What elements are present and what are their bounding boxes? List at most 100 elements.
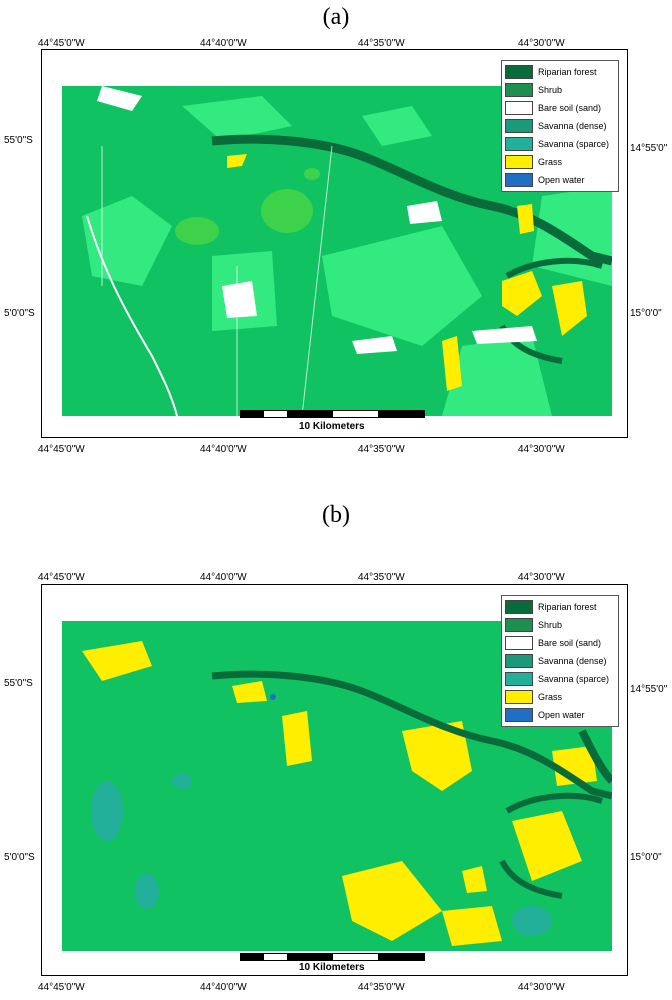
top-coord-b-4: 44°30'0"W xyxy=(518,572,565,583)
right-coord-a-1: 14°55'0" xyxy=(630,143,668,154)
map-a-veg-patch xyxy=(175,217,219,245)
map-a-grass-patch xyxy=(227,154,247,168)
scale-label-b: 10 Kilometers xyxy=(299,962,365,973)
map-a-bare-soil xyxy=(97,86,142,111)
top-coord-a-1: 44°45'0"W xyxy=(38,38,85,49)
legend-swatch xyxy=(505,654,533,668)
legend-swatch xyxy=(505,690,533,704)
legend-item: Savanna (sparce) xyxy=(505,670,615,688)
bottom-coord-b-3: 44°35'0"W xyxy=(358,982,405,993)
right-coord-b-2: 15°0'0" xyxy=(630,852,662,863)
map-a-grass-patch xyxy=(502,271,542,316)
legend-item: Savanna (sparce) xyxy=(505,135,615,153)
left-coord-a-2: 5'0'0"S xyxy=(4,308,35,319)
legend-label: Savanna (dense) xyxy=(538,121,607,131)
legend-label: Open water xyxy=(538,175,585,185)
legend-label: Grass xyxy=(538,157,563,167)
left-coord-b-2: 5'0'0"S xyxy=(4,852,35,863)
map-a-bare-soil xyxy=(352,336,397,354)
map-a-bare-soil xyxy=(472,326,537,344)
panel-label-b: (b) xyxy=(322,502,350,528)
map-a xyxy=(62,86,612,416)
right-coord-b-1: 14°55'0" xyxy=(630,684,668,695)
bottom-coord-a-2: 44°40'0"W xyxy=(200,444,247,455)
map-a-bare-soil xyxy=(407,201,442,224)
bottom-coord-a-4: 44°30'0"W xyxy=(518,444,565,455)
legend-item: Open water xyxy=(505,706,615,724)
legend-item: Open water xyxy=(505,171,615,189)
legend-label: Shrub xyxy=(538,85,563,95)
top-coord-a-2: 44°40'0"W xyxy=(200,38,247,49)
top-coord-b-3: 44°35'0"W xyxy=(358,572,405,583)
legend-label: Bare soil (sand) xyxy=(538,638,602,648)
legend-swatch xyxy=(505,173,533,187)
map-b-open-water xyxy=(270,694,276,700)
scale-bar-a xyxy=(240,410,425,418)
legend-item: Riparian forest xyxy=(505,63,615,81)
bottom-coord-b-4: 44°30'0"W xyxy=(518,982,565,993)
legend-swatch xyxy=(505,600,533,614)
map-b-grass-patch xyxy=(402,721,472,791)
legend-label: Savanna (sparce) xyxy=(538,139,610,149)
left-coord-b-1: 55'0"S xyxy=(4,678,33,689)
legend-swatch xyxy=(505,672,533,686)
legend-swatch xyxy=(505,101,533,115)
legend-a: Riparian forest Shrub Bare soil (sand) S… xyxy=(501,60,619,192)
map-frame-a: Riparian forest Shrub Bare soil (sand) S… xyxy=(41,49,628,438)
legend-item: Grass xyxy=(505,688,615,706)
map-b xyxy=(62,621,612,951)
map-b-grass-patch xyxy=(512,811,582,881)
map-a-veg-patch xyxy=(261,189,313,233)
legend-item: Grass xyxy=(505,153,615,171)
right-coord-a-2: 15°0'0" xyxy=(630,308,662,319)
map-a-light-region xyxy=(442,336,552,416)
legend-label: Bare soil (sand) xyxy=(538,103,602,113)
map-a-veg-patch xyxy=(304,168,320,180)
legend-label: Savanna (dense) xyxy=(538,656,607,666)
map-b-grass-patch xyxy=(282,711,312,766)
map-a-riparian-corridor xyxy=(211,134,612,266)
legend-item: Shrub xyxy=(505,616,615,634)
legend-label: Grass xyxy=(538,692,563,702)
legend-label: Riparian forest xyxy=(538,602,597,612)
legend-label: Riparian forest xyxy=(538,67,597,77)
scale-bar-b xyxy=(240,953,425,961)
top-coord-a-3: 44°35'0"W xyxy=(358,38,405,49)
map-b-grass-patch xyxy=(462,866,487,893)
map-a-stream xyxy=(86,215,178,416)
map-b-riparian-corridor xyxy=(578,729,612,784)
legend-label: Open water xyxy=(538,710,585,720)
map-b-riparian-corridor xyxy=(499,792,603,899)
legend-item: Bare soil (sand) xyxy=(505,634,615,652)
map-a-tracks xyxy=(101,145,333,416)
left-coord-a-1: 55'0"S xyxy=(4,135,33,146)
legend-label: Savanna (sparce) xyxy=(538,674,610,684)
map-b-riparian-corridor xyxy=(211,670,612,800)
legend-swatch xyxy=(505,65,533,79)
map-b-grass-patch xyxy=(232,681,267,703)
map-a-bare-soil xyxy=(222,281,257,318)
legend-swatch xyxy=(505,636,533,650)
map-b-grass-patch xyxy=(342,861,442,941)
legend-label: Shrub xyxy=(538,620,563,630)
top-coord-b-1: 44°45'0"W xyxy=(38,572,85,583)
map-a-grass-patch xyxy=(552,281,587,336)
map-frame-b: Riparian forest Shrub Bare soil (sand) S… xyxy=(41,584,628,976)
map-a-light-region xyxy=(362,106,432,146)
top-coord-b-2: 44°40'0"W xyxy=(200,572,247,583)
map-b-savanna-patch xyxy=(172,773,192,789)
bottom-coord-a-3: 44°35'0"W xyxy=(358,444,405,455)
top-coord-a-4: 44°30'0"W xyxy=(518,38,565,49)
legend-swatch xyxy=(505,119,533,133)
bottom-coord-b-1: 44°45'0"W xyxy=(38,982,85,993)
scale-label-a: 10 Kilometers xyxy=(299,421,365,432)
map-a-light-region xyxy=(322,226,482,346)
legend-b: Riparian forest Shrub Bare soil (sand) S… xyxy=(501,595,619,727)
map-b-grass-patch xyxy=(442,906,502,946)
legend-swatch xyxy=(505,618,533,632)
bottom-coord-b-2: 44°40'0"W xyxy=(200,982,247,993)
map-a-light-region xyxy=(182,96,292,141)
map-b-savanna-patch xyxy=(512,906,552,936)
map-b-savanna-patch xyxy=(135,873,159,909)
panel-label-a: (a) xyxy=(322,4,350,30)
